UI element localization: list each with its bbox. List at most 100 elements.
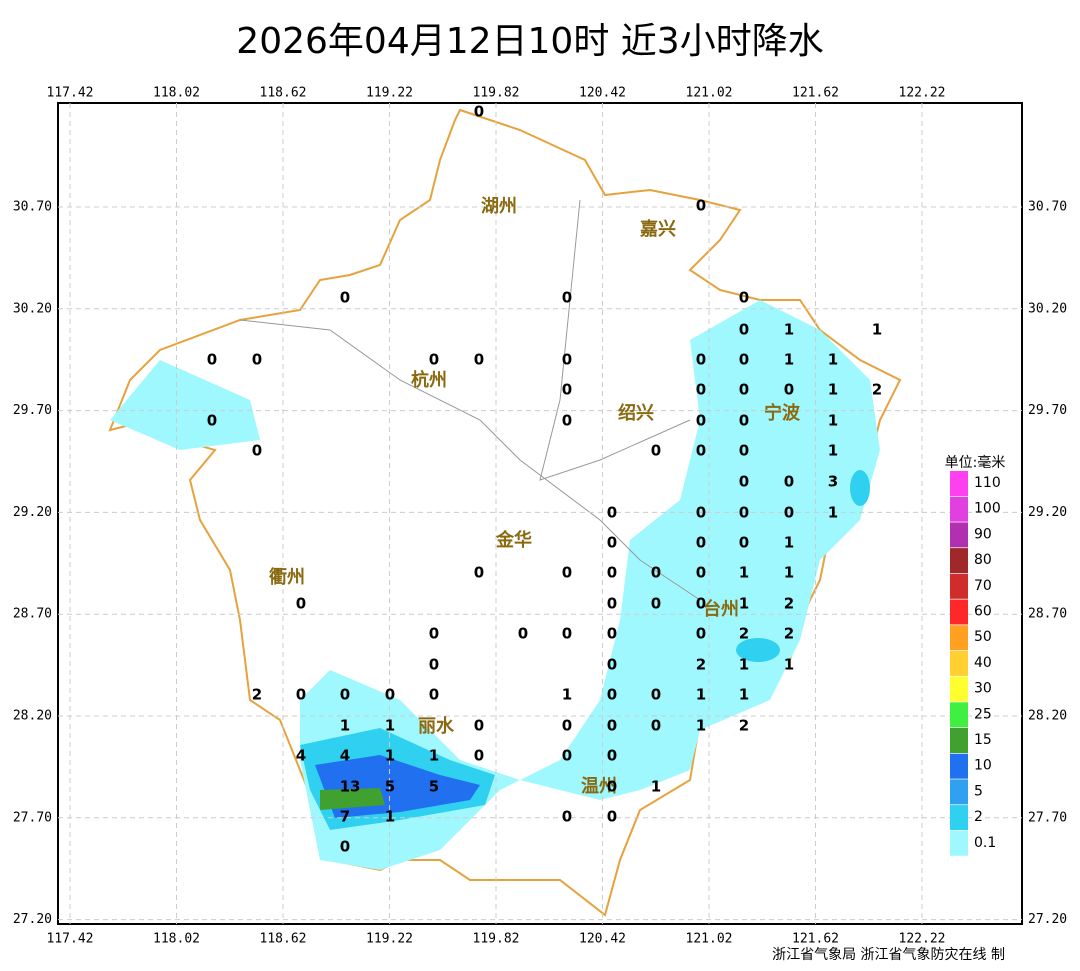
station-value: 2 [696,656,706,674]
legend-label: 25 [974,706,992,722]
legend-swatch [950,779,968,805]
station-value: 0 [518,625,528,643]
legend-label: 10 [974,758,992,774]
city-name: 湖州 [481,196,517,217]
station-value: 0 [474,747,484,765]
station-value: 0 [340,289,350,307]
station-value: 1 [828,412,838,430]
rain-area [110,360,260,450]
station-value: 0 [429,656,439,674]
station-value: 1 [828,381,838,399]
legend-swatch [950,599,968,625]
lat-tick-label: 27.20 [1028,912,1067,927]
lon-tick-label: 117.42 [47,86,94,101]
station-value: 1 [385,808,395,826]
station-value: 1 [828,442,838,460]
lon-tick-label: 118.62 [260,86,307,101]
station-value: 0 [739,351,749,369]
station-value: 1 [739,656,749,674]
station-value: 0 [784,504,794,522]
legend-swatch [950,830,968,856]
lon-tick-label: 121.02 [686,86,733,101]
city-name: 宁波 [764,402,801,424]
station-value: 0 [562,808,572,826]
station-value: 2 [739,717,749,735]
legend-label: 110 [974,475,1001,491]
station-value: 2 [252,686,262,704]
lon-tick-label: 120.42 [579,86,626,101]
lon-tick-label: 117.42 [47,932,94,947]
lat-tick-label: 28.70 [1028,607,1067,622]
station-value: 0 [474,717,484,735]
rain-area [300,300,880,870]
station-value: 0 [651,595,661,613]
station-value: 0 [607,717,617,735]
legend-swatch [950,522,968,548]
lat-tick-label: 27.70 [1028,810,1067,825]
lat-tick-label: 29.70 [1028,403,1067,418]
station-value: 0 [474,564,484,582]
legend-swatch [950,805,968,831]
station-value: 0 [739,321,749,339]
legend-title: 单位:毫米 [945,454,1006,471]
station-value: 0 [739,412,749,430]
station-value: 0 [562,717,572,735]
lat-tick-label: 27.70 [13,810,52,825]
city-name: 绍兴 [618,402,654,424]
station-value: 0 [739,473,749,491]
city-name: 金华 [495,529,532,551]
station-value: 1 [696,686,706,704]
station-value: 1 [784,321,794,339]
legend-label: 100 [974,501,1001,517]
lat-tick-label: 30.20 [13,301,52,316]
legend-swatch [950,496,968,522]
lat-tick-label: 28.20 [1028,709,1067,724]
lon-tick-label: 119.82 [473,86,520,101]
station-value: 0 [607,686,617,704]
city-name: 台州 [703,598,739,620]
rain-area [850,470,870,506]
rain-area [736,638,780,662]
station-value: 1 [784,564,794,582]
station-value: 2 [739,625,749,643]
station-value: 0 [474,103,484,121]
station-value: 2 [784,595,794,613]
station-value: 0 [607,656,617,674]
station-value: 1 [651,778,661,796]
station-value: 0 [696,564,706,582]
lon-tick-label: 118.62 [260,932,307,947]
station-value: 5 [385,778,395,796]
lon-tick-label: 122.22 [899,932,946,947]
station-value: 0 [651,564,661,582]
station-value: 1 [784,534,794,552]
legend-swatch [950,573,968,599]
station-value: 1 [562,686,572,704]
station-value: 0 [651,717,661,735]
station-value: 5 [429,778,439,796]
station-value: 0 [739,504,749,522]
station-value: 0 [296,595,306,613]
lon-tick-label: 121.62 [792,86,839,101]
station-value: 0 [696,381,706,399]
legend-swatch [950,728,968,753]
station-value: 0 [696,197,706,215]
station-value: 0 [562,747,572,765]
station-value: 7 [340,808,350,826]
station-value: 2 [872,381,882,399]
lat-tick-label: 29.20 [1028,505,1067,520]
station-value: 0 [562,625,572,643]
station-value: 1 [739,595,749,613]
lat-tick-label: 27.20 [13,912,52,927]
station-value: 1 [429,747,439,765]
station-value: 1 [385,747,395,765]
station-value: 0 [696,442,706,460]
station-value: 0 [607,625,617,643]
legend-label: 70 [974,578,992,594]
footer: 浙江省气象局 浙江省气象防灾在线 制 [772,946,1005,963]
city-border [539,199,691,481]
city-name: 丽水 [418,715,455,737]
station-value: 1 [784,351,794,369]
station-value: 0 [607,595,617,613]
legend-label: 30 [974,681,992,697]
